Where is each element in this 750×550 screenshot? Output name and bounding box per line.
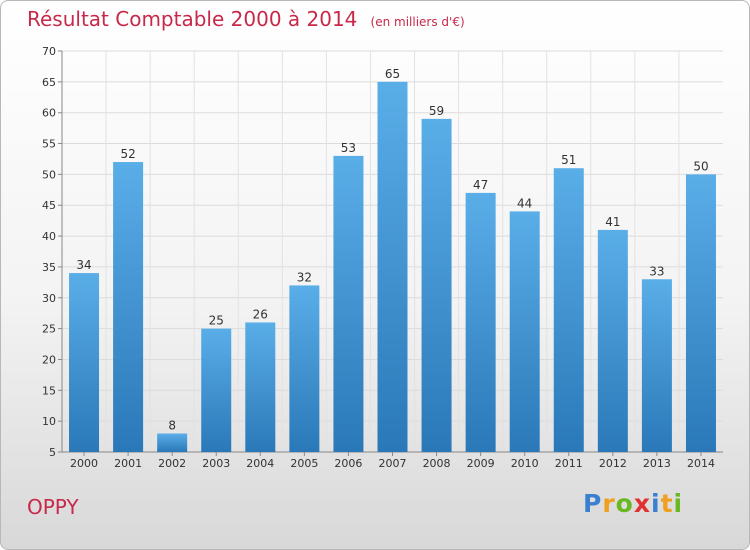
value-label-2004: 26 bbox=[253, 307, 268, 321]
logo-letter: o bbox=[615, 489, 634, 518]
y-tick-label-65: 65 bbox=[42, 76, 56, 89]
value-label-2014: 50 bbox=[693, 159, 708, 173]
y-tick-label-60: 60 bbox=[42, 107, 56, 120]
x-tick-label-2008: 2008 bbox=[423, 457, 451, 470]
y-tick-label-5: 5 bbox=[49, 446, 56, 459]
x-tick-label-2013: 2013 bbox=[643, 457, 671, 470]
x-tick-label-2007: 2007 bbox=[379, 457, 407, 470]
y-tick-label-50: 50 bbox=[42, 168, 56, 181]
x-tick-label-2011: 2011 bbox=[555, 457, 583, 470]
title-area: Résultat Comptable 2000 à 2014 (en milli… bbox=[27, 7, 465, 31]
value-label-2007: 65 bbox=[385, 67, 400, 81]
bar-2013 bbox=[641, 279, 672, 452]
logo-letter: t bbox=[660, 489, 674, 518]
bar-2009 bbox=[465, 192, 496, 452]
bar-2014 bbox=[685, 174, 716, 452]
logo-letter: i bbox=[651, 489, 661, 518]
value-label-2009: 47 bbox=[473, 178, 488, 192]
x-tick-label-2001: 2001 bbox=[114, 457, 142, 470]
x-tick-label-2014: 2014 bbox=[687, 457, 715, 470]
logo-letter: x bbox=[633, 489, 651, 518]
value-label-2011: 51 bbox=[561, 153, 576, 167]
y-tick-label-20: 20 bbox=[42, 353, 56, 366]
value-label-2003: 25 bbox=[209, 314, 224, 328]
bar-2000 bbox=[69, 273, 100, 452]
y-tick-label-10: 10 bbox=[42, 415, 56, 428]
y-tick-label-45: 45 bbox=[42, 199, 56, 212]
y-tick-label-35: 35 bbox=[42, 261, 56, 274]
x-tick-label-2003: 2003 bbox=[202, 457, 230, 470]
value-label-2008: 59 bbox=[429, 104, 444, 118]
bar-2006 bbox=[333, 155, 364, 452]
bar-2001 bbox=[113, 162, 144, 453]
bar-2005 bbox=[289, 285, 320, 452]
value-label-2010: 44 bbox=[517, 196, 532, 210]
y-tick-label-40: 40 bbox=[42, 230, 56, 243]
value-label-2002: 8 bbox=[168, 418, 176, 432]
bar-2010 bbox=[509, 211, 540, 452]
town-name: OPPY bbox=[27, 495, 79, 519]
logo-letter: r bbox=[602, 489, 616, 518]
value-label-2006: 53 bbox=[341, 141, 356, 155]
y-tick-label-55: 55 bbox=[42, 138, 56, 151]
x-tick-label-2004: 2004 bbox=[246, 457, 274, 470]
labels: 5 10 15 20 25 30 35 40 45 50 55 60 65 70 34 2000 52 2001 8… bbox=[42, 45, 715, 470]
value-label-2013: 33 bbox=[649, 264, 664, 278]
chart-subtitle: (en milliers d'€) bbox=[370, 15, 465, 29]
logo-letter: i bbox=[673, 489, 684, 518]
bar-2003 bbox=[201, 328, 232, 452]
value-label-2000: 34 bbox=[76, 258, 91, 272]
x-tick-label-2006: 2006 bbox=[334, 457, 362, 470]
chart-title: Résultat Comptable 2000 à 2014 bbox=[27, 7, 358, 31]
logo-letter: P bbox=[583, 489, 603, 518]
x-tick-label-2005: 2005 bbox=[290, 457, 318, 470]
x-tick-label-2009: 2009 bbox=[467, 457, 495, 470]
x-tick-label-2012: 2012 bbox=[599, 457, 627, 470]
bars bbox=[69, 81, 716, 453]
bar-2002 bbox=[157, 433, 188, 452]
x-tick-label-2010: 2010 bbox=[511, 457, 539, 470]
bar-2004 bbox=[245, 322, 276, 452]
x-tick-label-2000: 2000 bbox=[70, 457, 98, 470]
x-tick-label-2002: 2002 bbox=[158, 457, 186, 470]
value-label-2005: 32 bbox=[297, 270, 312, 284]
value-label-2012: 41 bbox=[605, 215, 620, 229]
y-tick-label-25: 25 bbox=[42, 323, 56, 336]
y-tick-label-15: 15 bbox=[42, 384, 56, 397]
y-tick-label-70: 70 bbox=[42, 45, 56, 58]
y-tick-label-30: 30 bbox=[42, 292, 56, 305]
bar-2007 bbox=[377, 81, 408, 452]
proxiti-logo: Proxiti bbox=[583, 489, 683, 518]
bar-2008 bbox=[421, 118, 452, 452]
bar-2012 bbox=[597, 229, 628, 452]
value-label-2001: 52 bbox=[120, 147, 135, 161]
bar-2011 bbox=[553, 168, 584, 452]
